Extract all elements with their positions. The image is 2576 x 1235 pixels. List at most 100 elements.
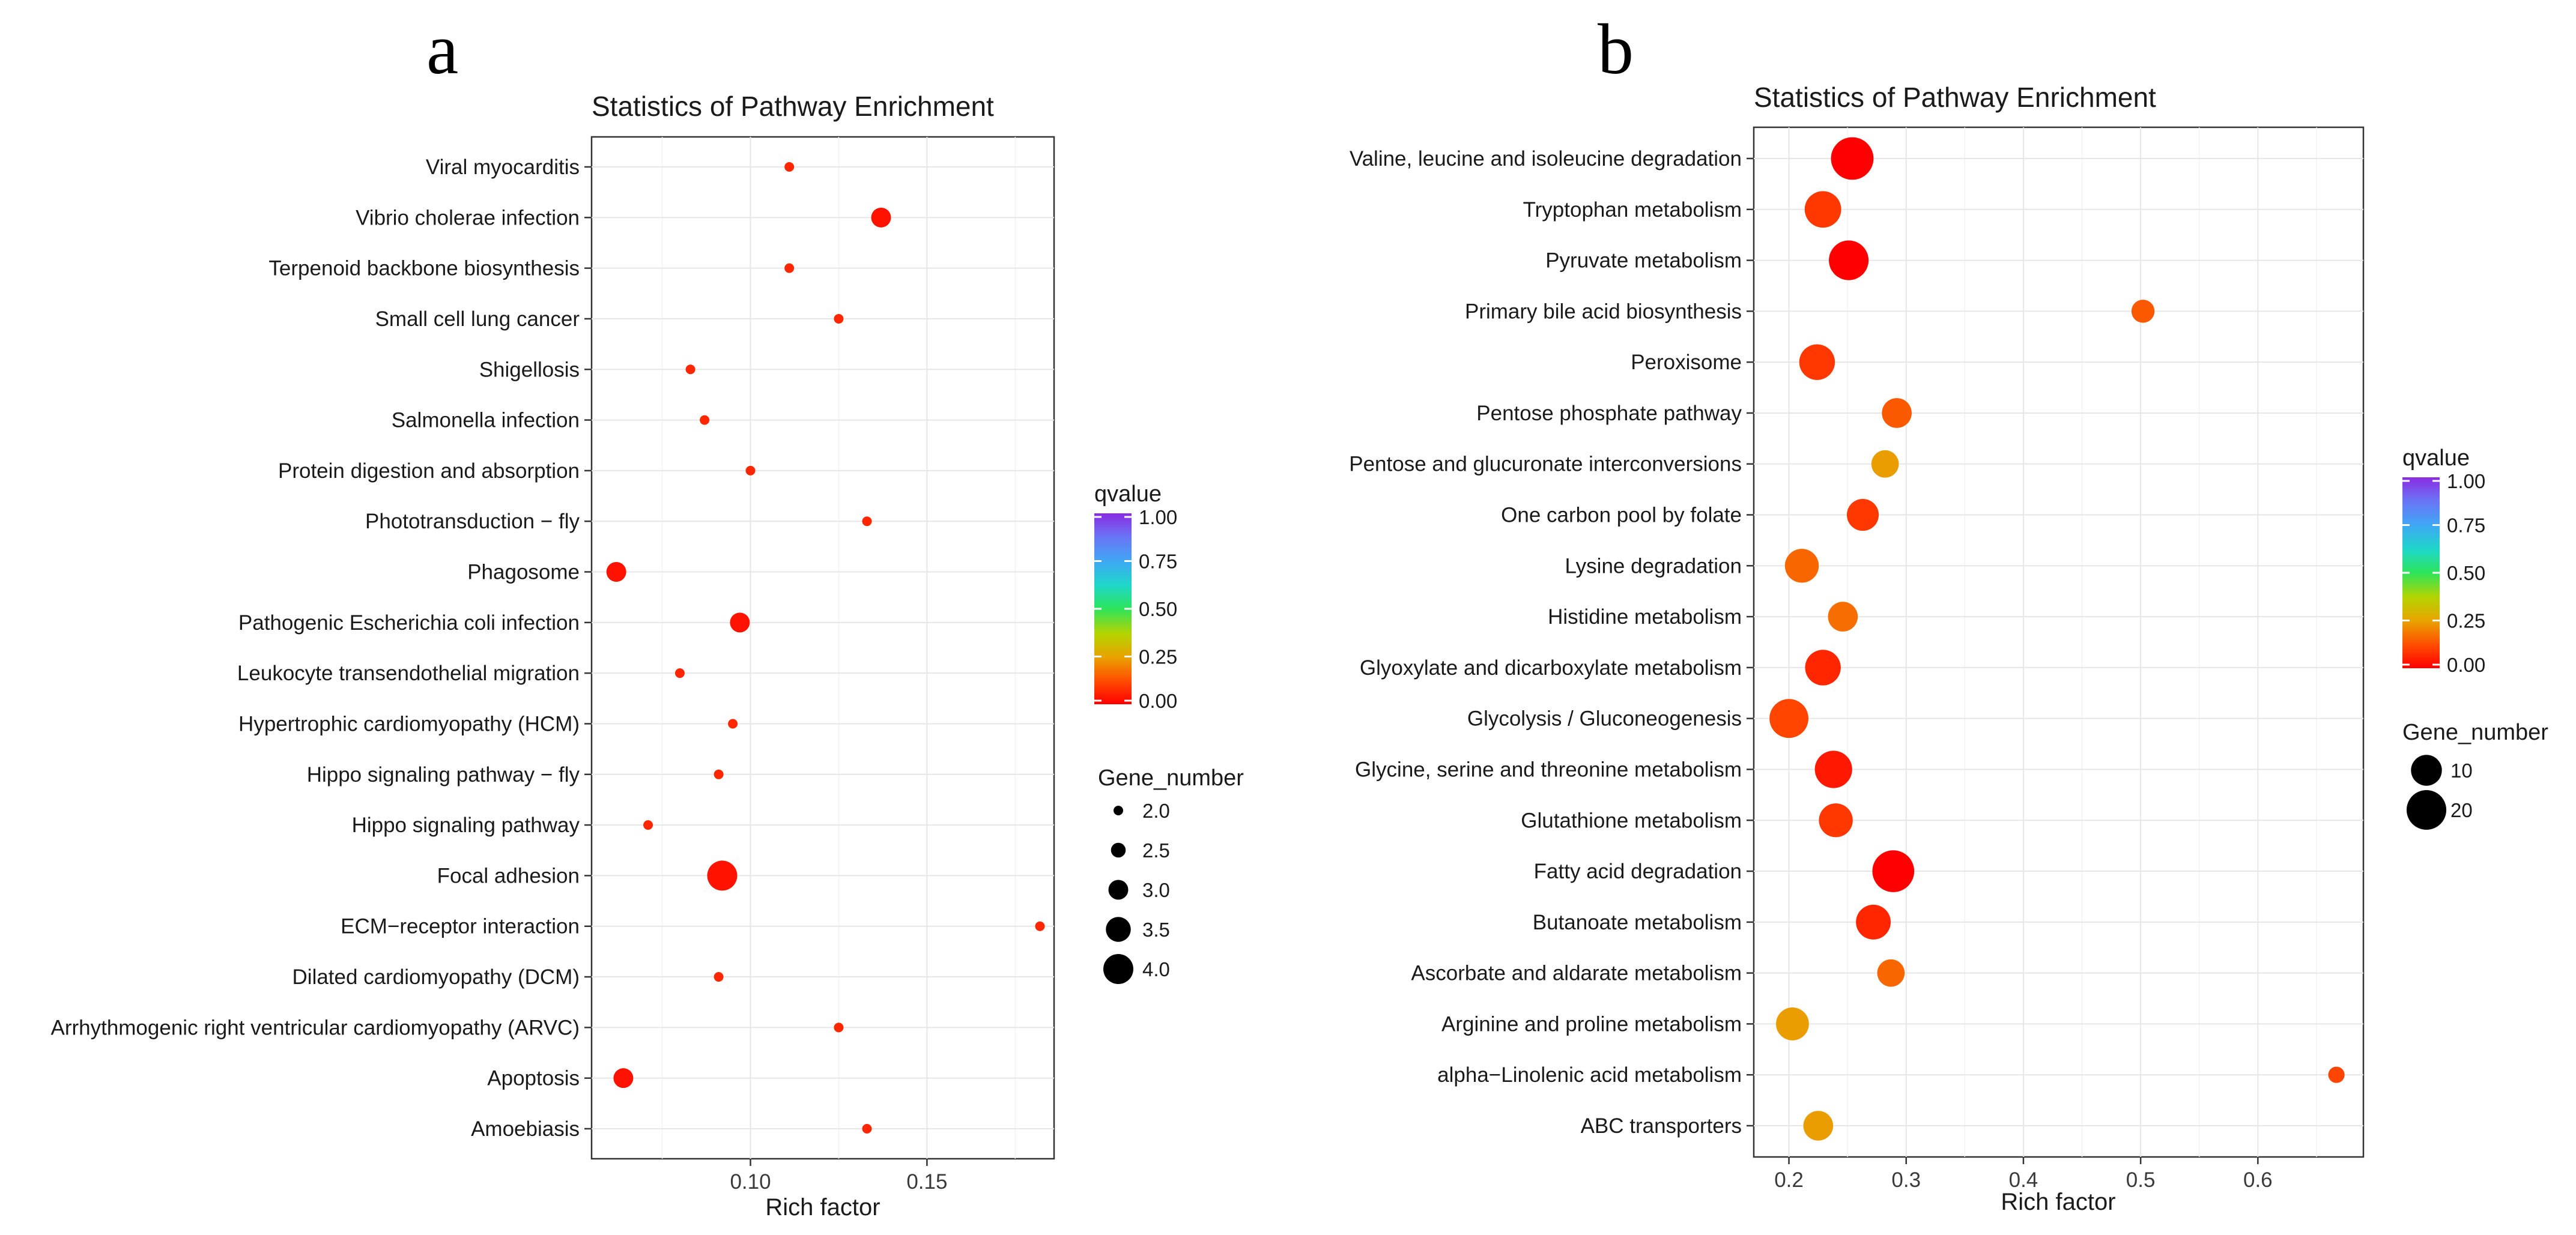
a-category-label: Focal adhesion — [437, 864, 580, 887]
b-x-tick-label: 0.6 — [2243, 1168, 2273, 1192]
chart-a-size-legend: 2.0 2.5 3.0 3.5 4.0 — [1103, 800, 1170, 984]
a-point — [643, 820, 653, 830]
b-x-tick-label: 0.2 — [1774, 1168, 1804, 1192]
a-category-label: Shigellosis — [479, 358, 580, 381]
a-size-legend-dot — [1106, 917, 1131, 942]
b-colorbar-tick-label: 0.25 — [2447, 610, 2485, 632]
a-point — [606, 562, 626, 582]
a-category-label: Vibrio cholerae infection — [356, 206, 580, 229]
chart-a-points — [606, 162, 1045, 1134]
a-colorbar-tick-label: 0.25 — [1139, 646, 1177, 668]
b-category-label: Peroxisome — [1631, 351, 1742, 374]
chart-b-legend: qvalue 1.000.750.500.250.00 Gene_number … — [2402, 445, 2548, 830]
b-point — [1828, 602, 1858, 632]
chart-a-qvalue-legend-title: qvalue — [1094, 482, 1162, 507]
panel-a-chart: Statistics of Pathway Enrichment 0.10 0.1… — [50, 91, 1244, 1221]
b-category-label: Fatty acid degradation — [1534, 860, 1742, 883]
a-category-label: Small cell lung cancer — [375, 307, 580, 331]
a-size-legend-dot — [1114, 806, 1123, 815]
a-point — [707, 860, 738, 891]
a-size-legend-label: 4.0 — [1142, 958, 1170, 980]
b-point — [1814, 750, 1852, 788]
a-category-label: Hippo signaling pathway — [352, 814, 580, 837]
b-category-label: Glycolysis / Gluconeogenesis — [1467, 707, 1742, 731]
a-point — [862, 516, 872, 527]
b-size-legend-dot — [2411, 755, 2442, 786]
b-point — [1776, 1007, 1809, 1040]
b-point — [1831, 137, 1874, 180]
chart-b-gridlines — [1754, 127, 2363, 1157]
panel-b-chart: Statistics of Pathway Enrichment 0.2 0.3 0… — [1349, 82, 2548, 1215]
chart-a-plot-frame — [590, 136, 1055, 1160]
chart-a-colorbar-ticks: 1.00 0.75 0.50 0.25 0.00 — [1094, 506, 1177, 712]
b-category-label: Valine, leucine and isoleucine degradati… — [1350, 147, 1742, 171]
b-category-label: Pyruvate metabolism — [1545, 249, 1742, 273]
chart-a-title: Statistics of Pathway Enrichment — [592, 91, 994, 122]
b-point — [1805, 650, 1841, 686]
chart-b-size-legend-title: Gene_number — [2402, 720, 2548, 745]
a-point — [745, 465, 756, 476]
a-category-label: Apoptosis — [487, 1067, 580, 1090]
a-size-legend-label: 3.5 — [1142, 919, 1170, 941]
b-point — [1872, 850, 1915, 892]
a-point — [714, 769, 724, 779]
panel-letter-a: a — [426, 9, 458, 89]
b-category-label: ABC transporters — [1581, 1114, 1742, 1138]
a-size-legend-label: 2.0 — [1142, 800, 1170, 822]
chart-a-legend: qvalue 1.000.750.500.250.00 Gene_number … — [1094, 482, 1244, 984]
a-category-label: Leukocyte transendothelial migration — [237, 662, 580, 685]
b-category-label: alpha−Linolenic acid metabolism — [1437, 1063, 1742, 1087]
b-size-legend-dot — [2406, 790, 2447, 830]
a-point — [834, 313, 844, 324]
a-point — [685, 364, 696, 375]
b-point — [1819, 803, 1853, 838]
chart-b-plot-frame — [1753, 126, 2365, 1158]
a-category-label: Terpenoid backbone biosynthesis — [268, 257, 580, 280]
a-point — [714, 972, 724, 982]
b-category-label: One carbon pool by folate — [1501, 504, 1742, 527]
b-category-label: Pentose and glucuronate interconversions — [1349, 453, 1742, 476]
chart-a-category-labels: Viral myocarditis Vibrio cholerae infecti… — [50, 156, 580, 1141]
b-point — [1804, 191, 1841, 228]
b-point — [1799, 344, 1835, 380]
a-colorbar-tick-label: 0.75 — [1139, 551, 1177, 573]
a-category-label: ECM−receptor interaction — [341, 915, 580, 938]
chart-b-colorbar-ticks: 1.00 0.75 0.50 0.25 0.00 — [2402, 470, 2485, 676]
b-colorbar-tick-label: 1.00 — [2447, 470, 2485, 492]
b-category-label: Pentose phosphate pathway — [1476, 402, 1742, 425]
b-colorbar-tick-label: 0.00 — [2447, 654, 2485, 676]
chart-b-xlabel: Rich factor — [2001, 1189, 2115, 1215]
a-category-label: Salmonella infection — [392, 409, 580, 432]
b-point — [1871, 450, 1899, 478]
chart-b-qvalue-legend-title: qvalue — [2402, 445, 2470, 471]
b-point — [1846, 498, 1879, 531]
a-size-legend-dot — [1108, 880, 1129, 900]
b-category-label: Butanoate metabolism — [1533, 911, 1742, 934]
a-x-tick-label: 0.15 — [906, 1170, 947, 1194]
b-category-label: Ascorbate and aldarate metabolism — [1411, 962, 1742, 985]
chart-a-axis-ticks: 0.10 0.15 — [584, 166, 947, 1194]
chart-b-points — [1769, 137, 2345, 1141]
b-point — [1784, 549, 1819, 583]
b-category-label: Primary bile acid biosynthesis — [1465, 300, 1742, 323]
a-category-label: Dilated cardiomyopathy (DCM) — [292, 965, 580, 989]
a-category-label: Pathogenic Escherichia coli infection — [238, 611, 580, 635]
a-point — [613, 1068, 634, 1089]
a-size-legend-dot — [1111, 842, 1126, 858]
a-point — [862, 1124, 872, 1134]
b-point — [2328, 1066, 2345, 1083]
a-category-label: Phototransduction − fly — [365, 510, 580, 533]
b-point — [2131, 300, 2155, 323]
a-point — [784, 263, 795, 273]
chart-b-axis-ticks: 0.2 0.3 0.4 0.5 0.6 — [1747, 157, 2273, 1192]
a-size-legend-dot — [1103, 954, 1133, 984]
a-colorbar-tick-label: 0.00 — [1139, 690, 1177, 712]
a-point — [871, 207, 891, 228]
a-point — [728, 719, 738, 729]
b-x-tick-label: 0.3 — [1891, 1168, 1921, 1192]
a-point — [1035, 921, 1045, 931]
chart-a-xlabel: Rich factor — [765, 1194, 880, 1221]
b-point — [1803, 1111, 1834, 1141]
a-category-label: Phagosome — [467, 561, 580, 584]
